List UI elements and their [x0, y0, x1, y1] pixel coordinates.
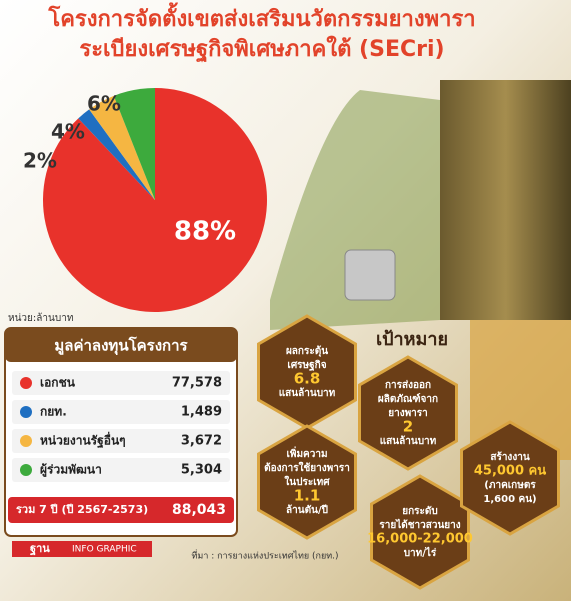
goal-text: ล้านตัน/ปี	[286, 504, 328, 516]
goal-text: ยางพารา	[388, 408, 428, 419]
slice-label: 2%	[23, 149, 57, 173]
slice-label: 88%	[174, 217, 236, 247]
tree-photo	[440, 80, 571, 320]
total-value: 88,043	[172, 502, 226, 518]
goal-text: เศรษฐกิจ	[287, 359, 326, 371]
content: โครงการจัดตั้งเขตส่งเสริมนวัตกรรมยางพารา…	[4, 2, 560, 590]
row-name: กยท.	[40, 405, 67, 419]
row-name: เอกชน	[40, 376, 76, 390]
row-name: ผู้ร่วมพัฒนา	[40, 463, 102, 478]
unit-label: หน่วย:ล้านบาท	[8, 312, 73, 324]
goal-text: แสนล้านบาท	[380, 435, 437, 447]
goal-text: (ภาคเกษตร	[484, 480, 536, 491]
goal-hexagon	[257, 424, 357, 540]
goal-text: รายได้ชาวสวนยาง	[379, 518, 460, 531]
brand-tag: INFO GRAPHIC	[72, 545, 137, 555]
chart-title: ระเบียงเศรษฐกิจพิเศษภาคใต้ (SECri)	[79, 35, 444, 63]
goal-hexagon	[358, 355, 458, 471]
goal-text: 1,600 คน)	[483, 494, 536, 505]
goal-text: ผลิตภัณฑ์จาก	[378, 393, 438, 405]
pie-slice	[78, 109, 155, 200]
pie-slice	[113, 88, 155, 200]
goal-text: ผลกระตุ้น	[286, 345, 328, 357]
row-value: 1,489	[181, 405, 222, 420]
row-dot	[20, 377, 32, 389]
pie-slice	[89, 95, 155, 200]
goal-value: 2	[403, 418, 413, 436]
total-row	[8, 497, 234, 523]
brand-box	[12, 541, 152, 557]
goal-text: ในประเทศ	[284, 475, 330, 488]
goal-value: 6.8	[294, 370, 321, 388]
source: ที่มา : การยางแห่งประเทศไทย (กยท.)	[191, 549, 338, 562]
goals-title: เป้าหมาย	[376, 329, 448, 350]
table-row	[12, 429, 230, 453]
goal-value: 1.1	[294, 487, 321, 505]
slice-label: 4%	[51, 120, 85, 144]
goal-text: ยกระดับ	[402, 505, 438, 517]
goal-text: เพิ่มความ	[286, 446, 327, 460]
bucket	[344, 249, 396, 301]
table-header	[5, 328, 237, 362]
row-dot	[20, 435, 32, 447]
row-dot	[20, 464, 32, 476]
row-dot	[20, 406, 32, 418]
row-value: 77,578	[172, 376, 222, 391]
goal-text: สร้างงาน	[490, 451, 529, 463]
goal-text: ต้องการใช้ยางพารา	[264, 461, 350, 474]
row-name: หน่วยงานรัฐอื่นๆ	[40, 432, 126, 449]
brand-name: ฐาน	[30, 542, 50, 556]
goal-hexagon	[460, 420, 560, 536]
goal-text: การส่งออก	[385, 379, 431, 391]
goal-value: 16,000-22,000	[367, 532, 473, 547]
goal-value: 45,000 คน	[474, 464, 546, 479]
row-value: 5,304	[181, 463, 222, 478]
table-title: มูลค่าลงทุนโครงการ	[54, 336, 188, 356]
table-row	[12, 371, 230, 395]
row-value: 3,672	[181, 434, 222, 449]
table-row	[12, 400, 230, 424]
goal-text: บาท/ไร่	[404, 546, 437, 559]
goal-text: แสนล้านบาท	[279, 387, 336, 399]
chart-title: โครงการจัดตั้งเขตส่งเสริมนวัตกรรมยางพารา	[47, 2, 475, 32]
total-label: รวม 7 ปี (ปี 2567-2573)	[16, 503, 148, 516]
plantation-photo	[270, 90, 440, 330]
slice-label: 6%	[87, 92, 121, 116]
table-row	[12, 458, 230, 482]
